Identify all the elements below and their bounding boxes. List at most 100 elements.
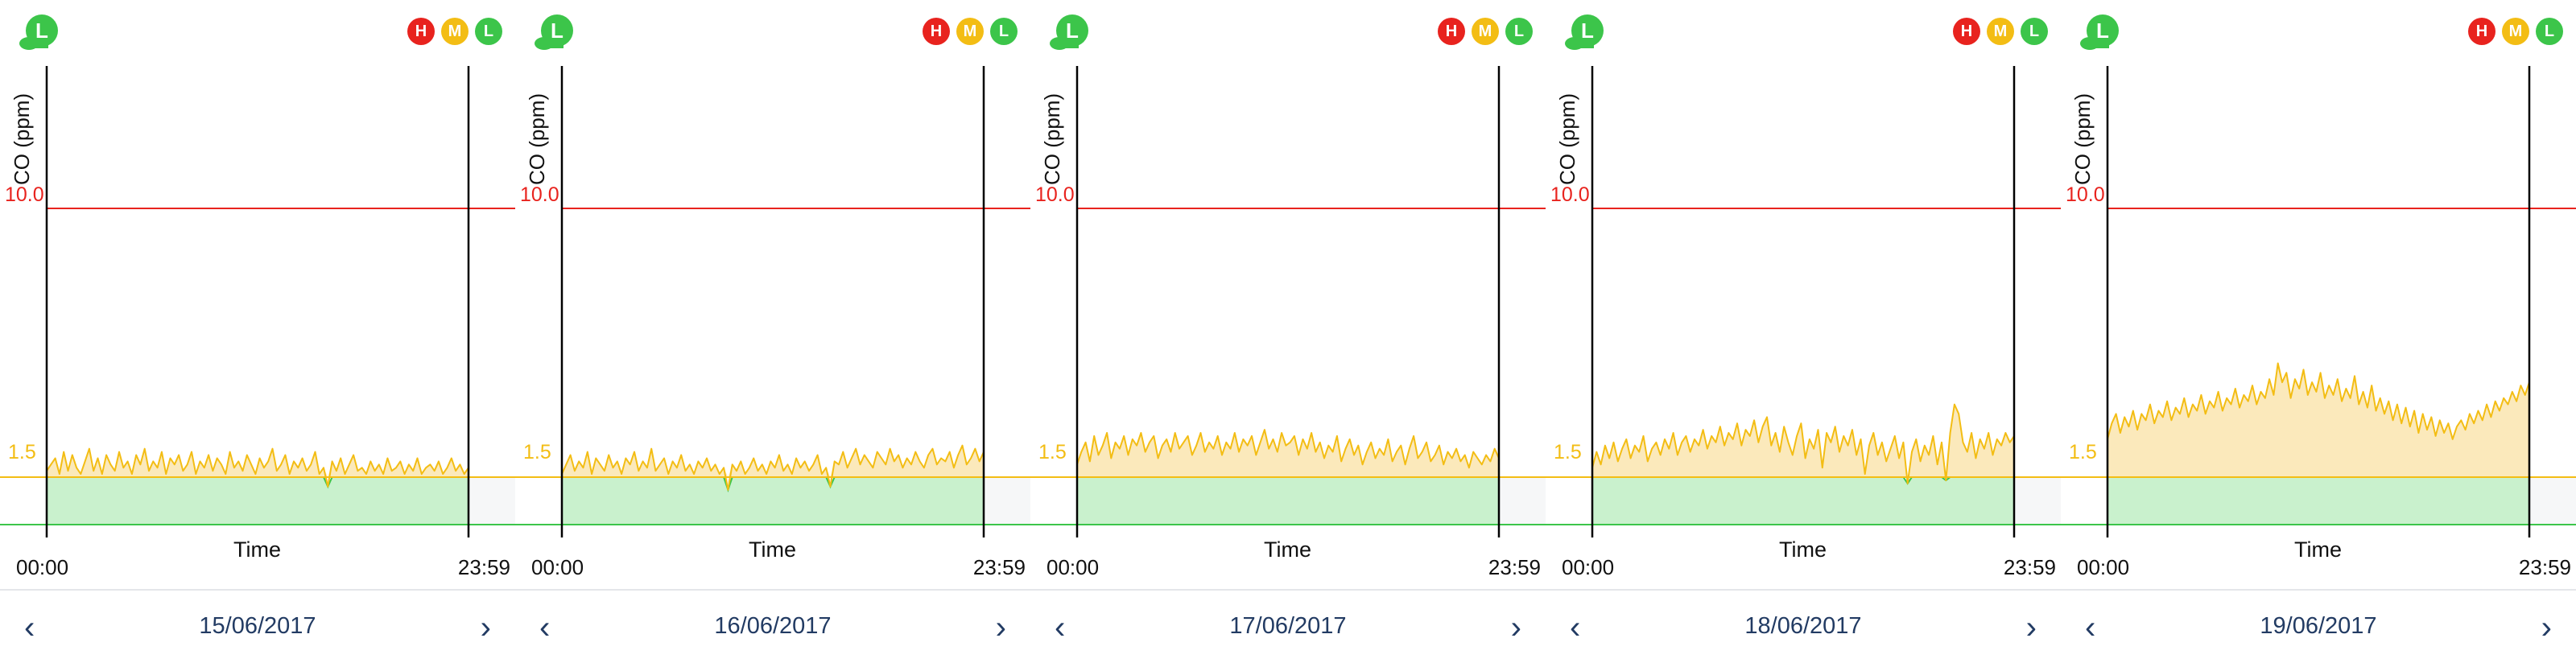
next-day-chevron-icon[interactable]: › xyxy=(1510,610,1521,645)
previous-day-chevron-icon[interactable]: ‹ xyxy=(1570,610,1581,645)
y-axis-label: CO (ppm) xyxy=(1040,93,1064,185)
high-level-dot: H xyxy=(923,18,950,45)
high-level-dot: H xyxy=(2468,18,2496,45)
medium-range-area xyxy=(1077,430,1499,478)
co-series-line xyxy=(1591,403,2015,484)
x-axis-label: Time xyxy=(749,537,796,562)
previous-day-chevron-icon[interactable]: ‹ xyxy=(2085,610,2096,645)
high-level-dot: H xyxy=(407,18,435,45)
x-axis-label: Time xyxy=(1779,537,1827,562)
low-range-area xyxy=(2107,477,2529,525)
date-label: 19/06/2017 xyxy=(2260,613,2377,639)
low-threshold-label: 1.5 xyxy=(1038,441,1067,463)
day-panel-5: L H M L CO (ppm) 10.0 1.5 Time 00:00 23:… xyxy=(2061,0,2576,663)
y-axis-label: CO (ppm) xyxy=(2070,93,2095,185)
low-level-cloud-icon: L xyxy=(2080,14,2119,50)
low-level-cloud-icon: L xyxy=(535,14,573,50)
current-level-letter: L xyxy=(1066,19,1079,43)
level-legend: H M L xyxy=(1953,18,2048,45)
divider xyxy=(1030,589,1546,591)
low-range-area xyxy=(1077,477,1499,525)
low-level-cloud-icon: L xyxy=(19,14,58,50)
x-axis-end-tick: 23:59 xyxy=(2518,555,2571,579)
day-panel-3: L H M L CO (ppm) 10.0 1.5 Time 00:00 23:… xyxy=(1030,0,1546,663)
medium-level-dot: M xyxy=(2502,18,2529,45)
co-series-line xyxy=(2107,362,2530,440)
low-level-dot: L xyxy=(2021,18,2048,45)
co-series-line xyxy=(46,447,469,488)
high-threshold-label: 10.0 xyxy=(520,183,559,206)
x-axis-start-tick: 00:00 xyxy=(2077,555,2130,579)
low-threshold-label: 1.5 xyxy=(523,441,551,463)
low-range-area xyxy=(1592,477,2014,525)
day-panel-1: L H M L CO (ppm) 10.0 1.5 Time 00:00 23:… xyxy=(0,0,515,663)
x-axis-start-tick: 00:00 xyxy=(1046,555,1100,579)
x-axis-label: Time xyxy=(233,537,281,562)
date-navigator: ‹ 19/06/2017 › xyxy=(2061,605,2576,653)
divider xyxy=(0,589,515,591)
date-navigator: ‹ 17/06/2017 › xyxy=(1030,605,1546,653)
high-level-dot: H xyxy=(1953,18,1980,45)
high-threshold-label: 10.0 xyxy=(1550,183,1590,206)
low-level-dot: L xyxy=(475,18,502,45)
medium-level-dot: M xyxy=(956,18,984,45)
low-level-dot: L xyxy=(1505,18,1533,45)
y-axis-label-box: CO (ppm) xyxy=(2070,80,2103,185)
medium-level-dot: M xyxy=(1472,18,1499,45)
y-axis-label-box: CO (ppm) xyxy=(10,80,42,185)
level-legend: H M L xyxy=(407,18,502,45)
low-level-cloud-icon: L xyxy=(1565,14,1604,50)
date-label: 15/06/2017 xyxy=(199,613,316,639)
y-axis-label: CO (ppm) xyxy=(525,93,549,185)
medium-level-dot: M xyxy=(441,18,469,45)
high-threshold-label: 10.0 xyxy=(1035,183,1075,206)
previous-day-chevron-icon[interactable]: ‹ xyxy=(24,610,35,645)
x-axis-label: Time xyxy=(2294,537,2342,562)
co-area-chart xyxy=(1546,66,2061,537)
divider xyxy=(515,589,1030,591)
y-axis-label-box: CO (ppm) xyxy=(1040,80,1072,185)
co-series-line xyxy=(1076,429,1500,469)
date-navigator: ‹ 18/06/2017 › xyxy=(1546,605,2061,653)
previous-day-chevron-icon[interactable]: ‹ xyxy=(539,610,551,645)
divider xyxy=(2061,589,2576,591)
y-axis-label: CO (ppm) xyxy=(1555,93,1579,185)
co-area-chart xyxy=(0,66,515,537)
co-series-line xyxy=(561,444,985,491)
current-level-letter: L xyxy=(551,19,564,43)
day-panel-4: L H M L CO (ppm) 10.0 1.5 Time 00:00 23:… xyxy=(1546,0,2061,663)
next-day-chevron-icon[interactable]: › xyxy=(2025,610,2037,645)
low-level-dot: L xyxy=(2536,18,2563,45)
y-axis-label-box: CO (ppm) xyxy=(1555,80,1587,185)
low-threshold-label: 1.5 xyxy=(2069,441,2097,463)
low-range-area xyxy=(562,477,984,525)
current-level-letter: L xyxy=(2096,19,2109,43)
next-day-chevron-icon[interactable]: › xyxy=(480,610,491,645)
x-axis-label: Time xyxy=(1264,537,1311,562)
next-day-chevron-icon[interactable]: › xyxy=(995,610,1006,645)
level-legend: H M L xyxy=(1438,18,1533,45)
co-area-chart xyxy=(515,66,1030,537)
low-level-cloud-icon: L xyxy=(1050,14,1088,50)
co-area-chart xyxy=(2061,66,2576,537)
high-threshold-label: 10.0 xyxy=(2066,183,2105,206)
medium-range-area xyxy=(1592,404,2014,478)
low-threshold-label: 1.5 xyxy=(1554,441,1582,463)
x-axis-end-tick: 23:59 xyxy=(1488,555,1541,579)
x-axis-start-tick: 00:00 xyxy=(531,555,584,579)
x-axis-start-tick: 00:00 xyxy=(1562,555,1615,579)
next-day-chevron-icon[interactable]: › xyxy=(2541,610,2552,645)
previous-day-chevron-icon[interactable]: ‹ xyxy=(1055,610,1066,645)
medium-level-dot: M xyxy=(1987,18,2014,45)
date-navigator: ‹ 16/06/2017 › xyxy=(515,605,1030,653)
divider xyxy=(1546,589,2061,591)
current-level-letter: L xyxy=(1581,19,1594,43)
x-axis-end-tick: 23:59 xyxy=(457,555,510,579)
high-threshold-label: 10.0 xyxy=(5,183,44,206)
level-legend: H M L xyxy=(2468,18,2563,45)
date-label: 18/06/2017 xyxy=(1744,613,1862,639)
y-axis-label: CO (ppm) xyxy=(10,93,34,185)
high-level-dot: H xyxy=(1438,18,1465,45)
x-axis-start-tick: 00:00 xyxy=(16,555,69,579)
level-legend: H M L xyxy=(923,18,1018,45)
